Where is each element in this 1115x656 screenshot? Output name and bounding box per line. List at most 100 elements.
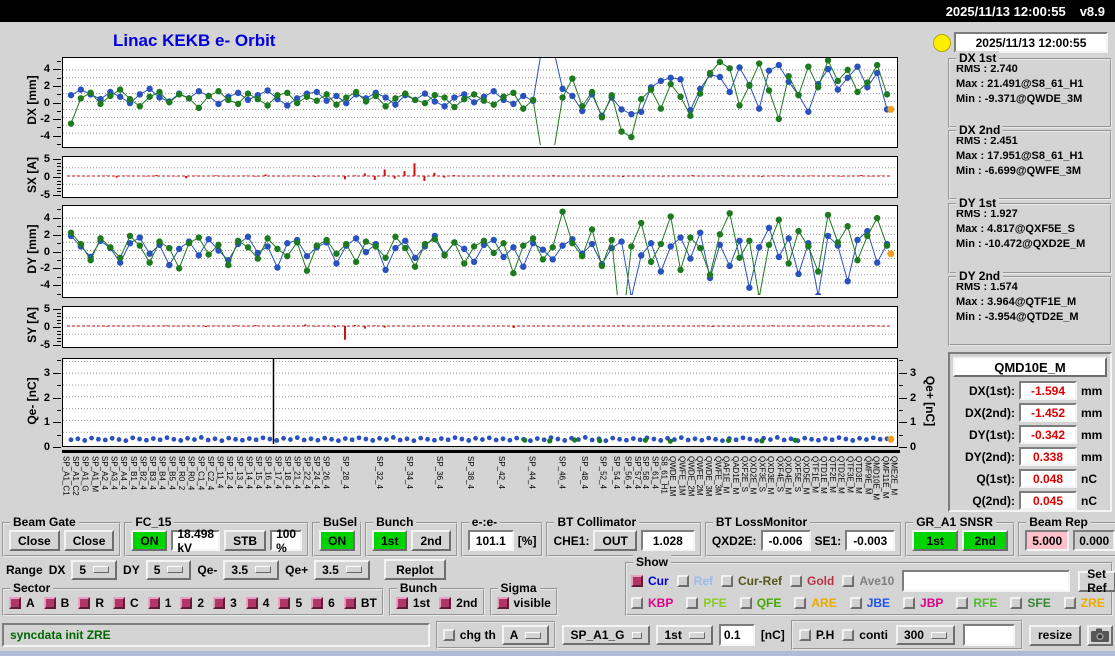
checkbox[interactable]	[180, 597, 193, 609]
checkbox[interactable]	[842, 575, 855, 587]
show-checkbox-sfe[interactable]: SFE	[1010, 596, 1051, 610]
range-qe-plus-select[interactable]: 3.5	[314, 559, 370, 580]
checkbox[interactable]	[790, 575, 803, 587]
chg-th-checkbox[interactable]: chg th	[442, 628, 496, 642]
checkbox[interactable]	[721, 575, 734, 587]
monitor-row: Q(2nd): 0.045 nC	[953, 490, 1107, 511]
show-checkbox-qfe[interactable]: QFE	[739, 596, 781, 610]
bunch-checkbox-1st[interactable]: 1st	[395, 596, 430, 610]
sector-checkbox-4[interactable]: 4	[245, 596, 270, 610]
checkbox[interactable]	[631, 575, 643, 587]
ph-checkbox[interactable]: P.H	[798, 628, 834, 642]
show-checkbox-cur-ref[interactable]: Cur-Ref	[721, 574, 782, 588]
range-dx-select[interactable]: 5	[71, 559, 118, 580]
sector-checkbox-5[interactable]: 5	[278, 596, 302, 610]
beam-gate-close-button-2[interactable]: Close	[63, 530, 115, 551]
show-checkbox-zre[interactable]: ZRE	[1063, 596, 1105, 610]
option-menu-icon	[930, 631, 947, 639]
sector-checkbox-r[interactable]: R	[78, 596, 104, 610]
range-dy-select[interactable]: 5	[145, 559, 192, 580]
checkbox[interactable]	[849, 597, 862, 609]
sector-checkbox-a[interactable]: A	[9, 596, 35, 610]
bunch-2nd-button[interactable]: 2nd	[411, 530, 451, 551]
chart-dx-orbit[interactable]	[62, 57, 898, 148]
show-checkbox-jbe[interactable]: JBE	[849, 596, 890, 610]
monitor-name[interactable]: QMD10E_M	[953, 357, 1107, 377]
gr-snsr-1st-button[interactable]: 1st	[912, 530, 959, 551]
range-qe-minus-select[interactable]: 3.5	[223, 559, 280, 580]
show-checkbox-pfe[interactable]: PFE	[686, 596, 727, 610]
resize-button[interactable]: resize	[1028, 624, 1082, 646]
extra-input[interactable]	[962, 624, 1015, 646]
count-select[interactable]: 300	[895, 625, 955, 645]
bunch-select[interactable]: 1st	[656, 625, 713, 645]
sector-checkbox-c[interactable]: C	[113, 596, 139, 610]
show-checkbox-cur[interactable]: Cur	[631, 574, 669, 588]
sigma-checkbox-visible[interactable]: visible	[496, 596, 551, 610]
checkbox[interactable]	[631, 597, 643, 609]
show-checkbox-rfe[interactable]: RFE	[956, 596, 997, 610]
sector-checkbox-1[interactable]: 1	[147, 596, 171, 610]
checkbox[interactable]	[1063, 597, 1076, 609]
threshold-input[interactable]	[718, 624, 755, 646]
checkbox[interactable]	[903, 597, 916, 609]
bunch-checkbox-2nd[interactable]: 2nd	[439, 596, 478, 610]
chart-sx-steering[interactable]	[62, 156, 898, 198]
th-select[interactable]: A	[501, 625, 550, 645]
show-checkbox-kbp[interactable]: KBP	[631, 596, 673, 610]
checkbox[interactable]	[1010, 597, 1023, 609]
fc15-on-button[interactable]: ON	[131, 530, 168, 551]
checkbox[interactable]	[9, 597, 21, 609]
bt-collimator-out-button[interactable]: OUT	[593, 530, 637, 551]
monitor-name-label: SP_32_4	[374, 456, 384, 489]
monitor-name-label: SP_11_4	[215, 456, 225, 489]
ref-file-input[interactable]	[902, 570, 1071, 592]
checkbox[interactable]	[43, 597, 56, 609]
checkbox[interactable]	[442, 629, 455, 641]
checkbox[interactable]	[739, 597, 752, 609]
checkbox[interactable]	[956, 597, 969, 609]
conti-checkbox[interactable]: conti	[842, 628, 888, 642]
fc15-stb-button[interactable]: STB	[224, 530, 267, 551]
busel-on-button[interactable]: ON	[319, 530, 356, 551]
gr-snsr-2nd-button[interactable]: 2nd	[962, 530, 1009, 551]
checkbox[interactable]	[245, 597, 258, 609]
device-select-value: SP_A1_G	[570, 628, 625, 642]
checkbox[interactable]	[395, 597, 408, 609]
checkbox[interactable]	[78, 597, 91, 609]
show-checkbox-ref[interactable]: Ref	[676, 574, 713, 588]
checkbox[interactable]	[113, 597, 126, 609]
bunch-1st-button[interactable]: 1st	[372, 530, 408, 551]
checkbox[interactable]	[798, 629, 811, 641]
chart-dy-orbit[interactable]	[62, 205, 898, 298]
checkbox[interactable]	[842, 629, 855, 641]
checkbox[interactable]	[794, 597, 807, 609]
show-checkbox-gold[interactable]: Gold	[790, 574, 834, 588]
beam-gate-close-button-1[interactable]: Close	[9, 530, 60, 551]
checkbox[interactable]	[213, 597, 226, 609]
chart-charge[interactable]	[62, 358, 898, 447]
checkbox[interactable]	[147, 597, 160, 609]
checkbox[interactable]	[686, 597, 699, 609]
checkbox[interactable]	[278, 597, 291, 609]
checkbox[interactable]	[676, 575, 689, 587]
show-checkbox-ave10[interactable]: Ave10	[842, 574, 894, 588]
checkbox[interactable]	[311, 597, 324, 609]
checkbox[interactable]	[439, 597, 452, 609]
sector-checkbox-b[interactable]: B	[43, 596, 69, 610]
device-select[interactable]: SP_A1_G	[562, 625, 651, 645]
checkbox[interactable]	[496, 597, 509, 609]
group-gr-a1-snsr: GR_A1 SNSR 1st 2nd	[905, 515, 1016, 557]
chart-sy-steering[interactable]	[62, 306, 898, 348]
sector-checkbox-6[interactable]: 6	[311, 596, 335, 610]
show-checkbox-jbp[interactable]: JBP	[903, 596, 943, 610]
screenshot-button[interactable]	[1087, 624, 1113, 646]
sector-checkbox-bt[interactable]: BT	[343, 596, 377, 610]
set-ref-button[interactable]: Set Ref	[1078, 567, 1115, 595]
sector-checkbox-2[interactable]: 2	[180, 596, 204, 610]
checkbox-label: 4	[262, 596, 270, 610]
show-checkbox-are[interactable]: ARE	[794, 596, 837, 610]
replot-button[interactable]: Replot	[383, 559, 446, 580]
sector-checkbox-3[interactable]: 3	[213, 596, 237, 610]
checkbox[interactable]	[343, 597, 356, 609]
